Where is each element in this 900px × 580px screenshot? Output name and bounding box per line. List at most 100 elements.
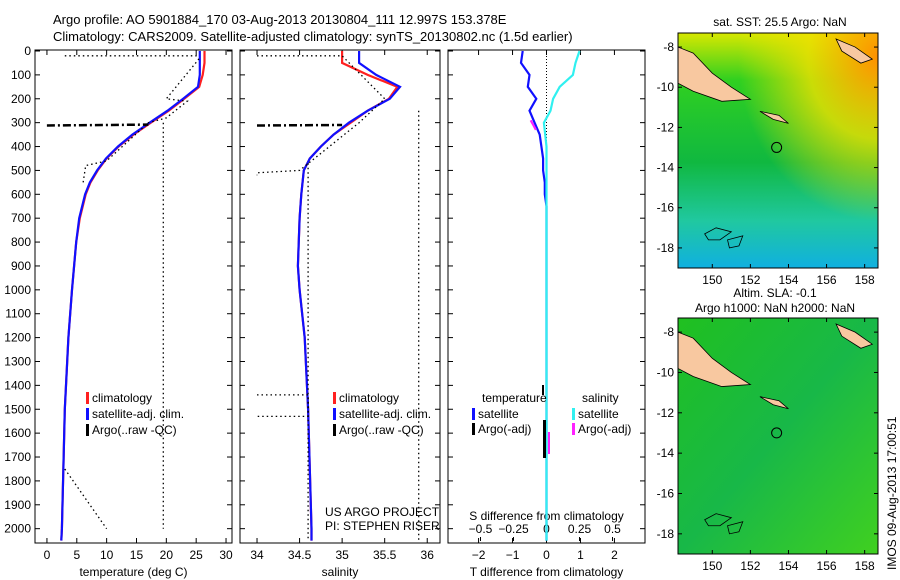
series-argo-gross-error <box>46 123 149 127</box>
y-tick-label: 1800 <box>4 474 31 488</box>
x-tick-label: 156 <box>817 559 837 573</box>
legend-label: climatology <box>339 391 399 405</box>
x-tick-label: 0 <box>543 548 550 562</box>
y-tick-label: -10 <box>657 80 675 94</box>
legend-swatch <box>472 423 475 435</box>
reef-outline <box>704 227 733 241</box>
map-panel-2: 150 152 154 156 158 -8 -10 -12 -14 -16 -18 Altim. S… <box>657 286 879 573</box>
x-tick-label: −1 <box>506 548 520 562</box>
legend-swatch <box>572 408 575 420</box>
argo-temp-diff-mark <box>542 385 544 395</box>
y-tick-label: 100 <box>11 68 31 82</box>
legend-header: salinity <box>582 391 619 405</box>
x-tick-label: 35.5 <box>373 548 397 562</box>
x2-tick-label: −0.5 <box>469 522 493 536</box>
x-tick-label: 1 <box>577 548 584 562</box>
x-tick-label: 158 <box>855 559 875 573</box>
y-tick-label: -16 <box>657 201 675 215</box>
y-tick-label: -10 <box>657 365 675 379</box>
legend: climatology satellite-adj. clim. Argo(..ra… <box>333 391 431 437</box>
y-tick-label: -14 <box>657 446 675 460</box>
x-tick-label: 150 <box>702 273 722 287</box>
legend-swatch <box>86 392 89 404</box>
legend-swatch <box>333 424 336 436</box>
x-axis-label: salinity <box>322 565 359 579</box>
series-satellite-adj-clim- <box>296 51 402 541</box>
x-tick-label: 154 <box>778 559 798 573</box>
series-argo-deep <box>64 468 108 530</box>
reef-outline <box>727 235 744 249</box>
legend-header: temperature <box>482 391 547 405</box>
x2-tick-label: −0.25 <box>498 522 529 536</box>
series-argo-steps <box>257 394 309 418</box>
series-salinity-argo-adj- <box>529 119 537 131</box>
map-subtitle: Argo h1000: NaN h2000: NaN <box>695 301 855 315</box>
title-line-2: Climatology: CARS2009. Satellite-adjuste… <box>53 29 573 44</box>
argo-temp-diff-mark <box>543 420 546 458</box>
argo-location-marker <box>771 141 783 153</box>
land-solomon <box>835 323 874 349</box>
y-tick-label: -12 <box>657 406 675 420</box>
x2-tick-label: 0.5 <box>604 522 621 536</box>
y-tick-label: 300 <box>11 116 31 130</box>
legend-swatch <box>572 423 575 435</box>
legend-label: Argo(-adj) <box>578 422 631 436</box>
y-tick-label: 1500 <box>4 402 31 416</box>
x-tick-label: 10 <box>100 548 114 562</box>
title-line-1: Argo profile: AO 5901884_170 03-Aug-2013… <box>53 12 507 27</box>
y-tick-label: 600 <box>11 187 31 201</box>
series-salinity-satellite <box>542 50 581 541</box>
x-tick-label: −2 <box>472 548 486 562</box>
series-argo-gross-error <box>256 123 343 127</box>
argo-location-marker <box>771 427 783 439</box>
plot-frame <box>34 49 233 544</box>
y-tick-label: 1100 <box>5 307 31 321</box>
land-new-guinea <box>677 331 752 387</box>
y-tick-label: 200 <box>11 92 31 106</box>
y-tick-label: 1900 <box>4 498 31 512</box>
y-tick-label: -16 <box>657 486 675 500</box>
pi-label: PI: STEPHEN RISER <box>325 519 440 533</box>
y-tick-label: 500 <box>11 163 31 177</box>
series-argo-raw-qc- <box>64 55 200 185</box>
y-tick-label: 2000 <box>4 522 31 536</box>
x-tick-label: 150 <box>702 559 722 573</box>
y-tick-label: -14 <box>657 161 675 175</box>
y-tick-label: 1400 <box>4 378 31 392</box>
x-tick-label: 34.5 <box>288 548 312 562</box>
timestamp-watermark: IMOS 09-Aug-2013 17:00:51 <box>885 416 899 570</box>
legend-swatch <box>86 408 89 420</box>
y-tick-label: 700 <box>11 211 31 225</box>
legend-label: Argo(..raw -QC) <box>339 423 424 437</box>
map-frame <box>677 32 879 269</box>
map-panel-1: 150 152 154 156 158 -8 -10 -12 -14 -16 -18 sat. SST… <box>657 15 879 287</box>
y-tick-label: -18 <box>657 527 675 541</box>
map-frame <box>677 317 879 555</box>
legend-swatch <box>333 392 336 404</box>
legend-label: satellite <box>478 407 519 421</box>
x-axis-label: T difference from climatology <box>470 565 624 579</box>
legend-label: Argo(-adj) <box>478 422 531 436</box>
y-tick-label: -12 <box>657 120 675 134</box>
legend: temperature salinitysatelliteArgo(-adj)sa… <box>472 385 631 458</box>
x-tick-label: 20 <box>160 548 174 562</box>
x-tick-label: 36 <box>421 548 435 562</box>
x-tick-label: 35 <box>335 548 349 562</box>
profile-panel-2: 34 34.5 35 35.5 36 salinity climatology satelli… <box>239 49 441 579</box>
x-tick-label: 5 <box>73 548 80 562</box>
x2-tick-label: 0.25 <box>568 522 592 536</box>
x-tick-label: 152 <box>740 559 760 573</box>
legend-label: satellite-adj. clim. <box>339 407 431 421</box>
y-tick-label: 0 <box>24 44 31 58</box>
y-tick-label: 900 <box>11 259 31 273</box>
land-island <box>759 396 789 410</box>
profile-panel-3: −2 −1 0 1 2 T difference from climatology −0.5… <box>447 49 646 579</box>
series-argo-raw-qc- <box>256 55 386 176</box>
x-tick-label: 156 <box>817 273 837 287</box>
x-tick-label: 158 <box>855 273 875 287</box>
y-tick-label: 800 <box>11 235 31 249</box>
argo-sal-diff-mark <box>548 432 550 454</box>
legend-label: climatology <box>92 391 152 405</box>
x-tick-label: 152 <box>740 273 760 287</box>
